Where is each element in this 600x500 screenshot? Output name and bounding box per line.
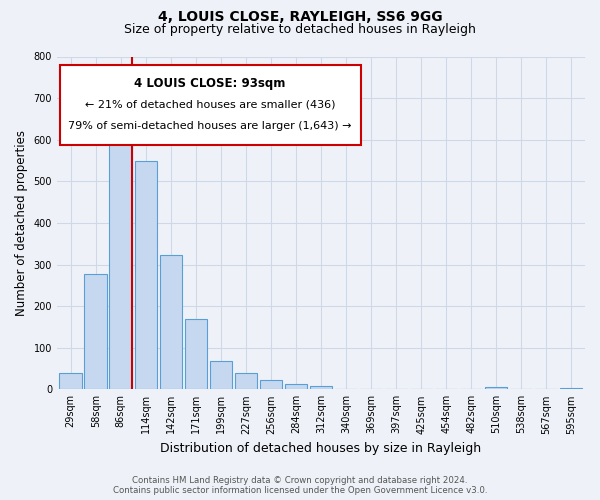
FancyBboxPatch shape: [59, 65, 361, 144]
Bar: [59, 374, 82, 390]
Bar: [85, 274, 107, 390]
Bar: [310, 386, 332, 390]
Bar: [284, 384, 307, 390]
Text: 4 LOUIS CLOSE: 93sqm: 4 LOUIS CLOSE: 93sqm: [134, 77, 286, 90]
Bar: [560, 388, 583, 390]
Text: 4, LOUIS CLOSE, RAYLEIGH, SS6 9GG: 4, LOUIS CLOSE, RAYLEIGH, SS6 9GG: [158, 10, 442, 24]
Bar: [185, 318, 207, 390]
Bar: [134, 160, 157, 390]
Bar: [485, 387, 508, 390]
Bar: [260, 380, 282, 390]
Bar: [160, 256, 182, 390]
Bar: [209, 361, 232, 390]
X-axis label: Distribution of detached houses by size in Rayleigh: Distribution of detached houses by size …: [160, 442, 482, 455]
Bar: [109, 143, 132, 390]
Text: Size of property relative to detached houses in Rayleigh: Size of property relative to detached ho…: [124, 22, 476, 36]
Text: Contains HM Land Registry data © Crown copyright and database right 2024.
Contai: Contains HM Land Registry data © Crown c…: [113, 476, 487, 495]
Text: ← 21% of detached houses are smaller (436): ← 21% of detached houses are smaller (43…: [85, 100, 335, 110]
Bar: [235, 374, 257, 390]
Y-axis label: Number of detached properties: Number of detached properties: [15, 130, 28, 316]
Text: 79% of semi-detached houses are larger (1,643) →: 79% of semi-detached houses are larger (…: [68, 121, 352, 131]
